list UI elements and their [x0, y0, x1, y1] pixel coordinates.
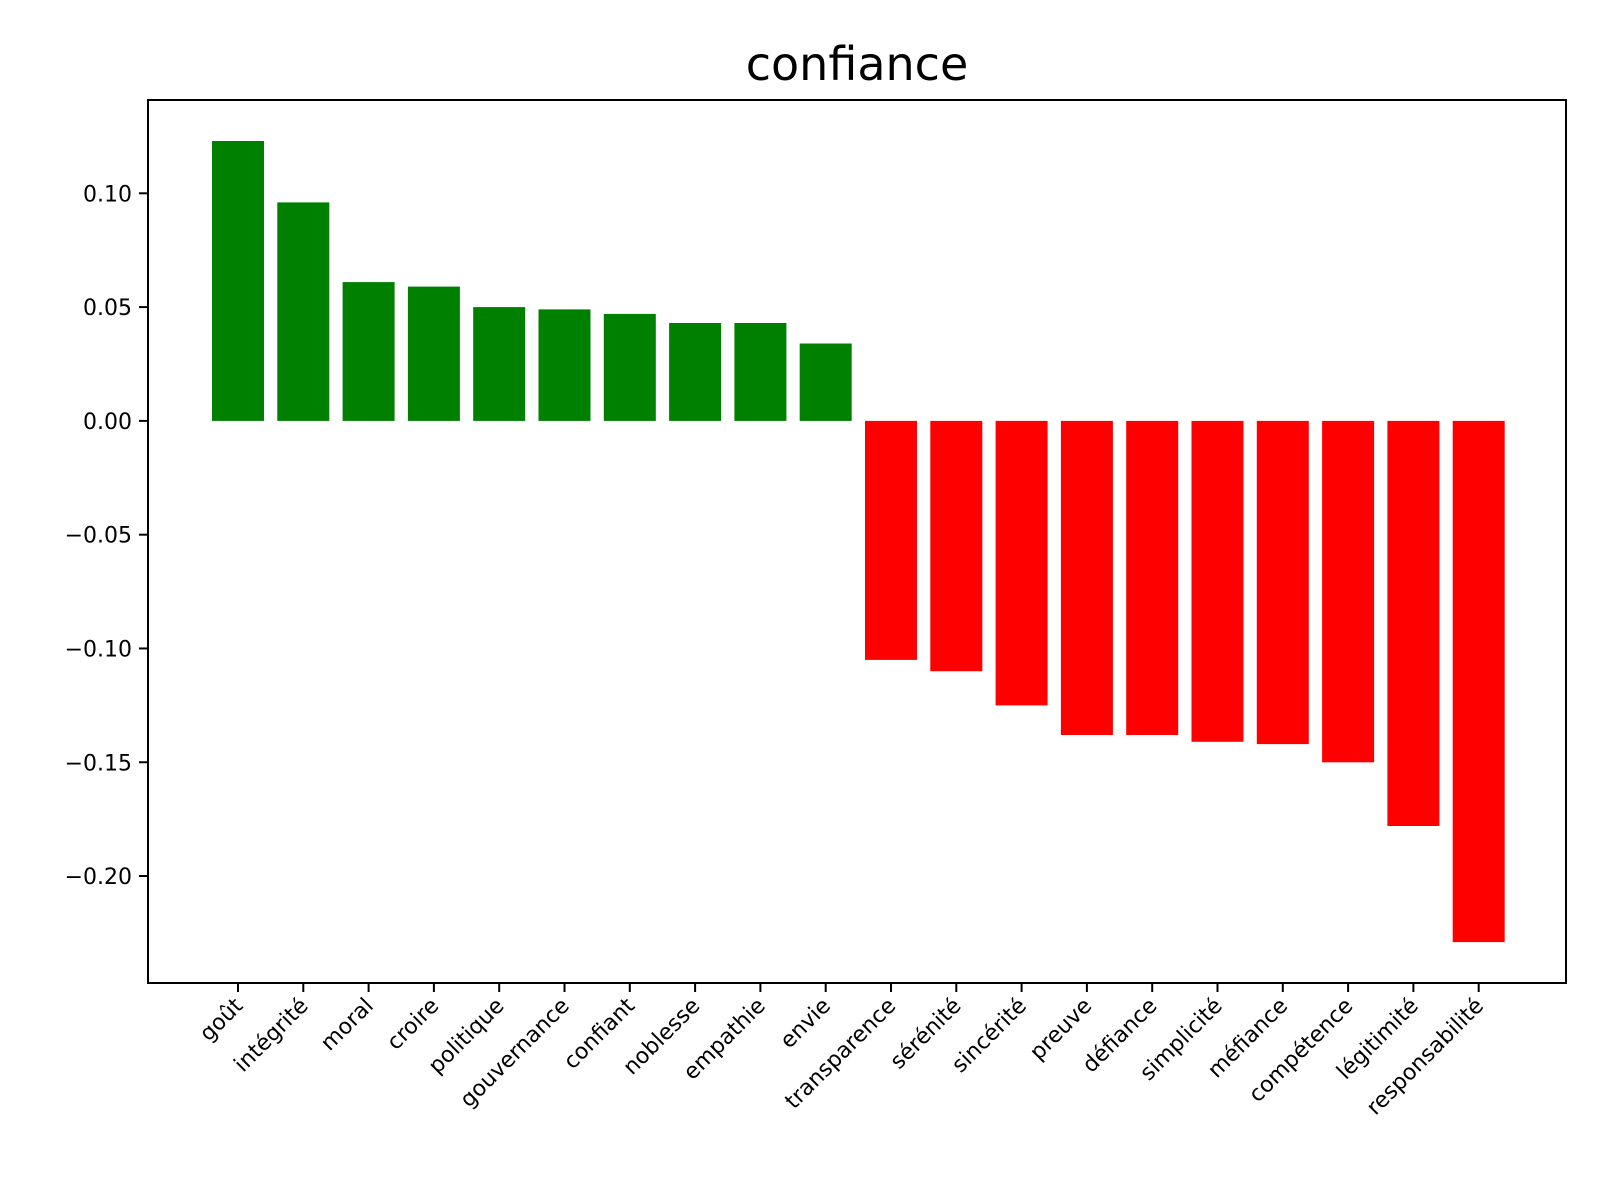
x-tick-label: croire: [382, 994, 444, 1056]
y-tick-label: 0.10: [83, 182, 132, 207]
bar-15: [1126, 420, 1179, 735]
bar-18: [1322, 420, 1375, 763]
bar-10: [799, 343, 852, 421]
bar-12: [930, 420, 983, 672]
bar-8: [669, 323, 722, 421]
bar-16: [1191, 420, 1244, 742]
bar-1: [212, 141, 264, 421]
y-tick-label: −0.15: [65, 751, 132, 776]
chart-title: confiance: [746, 37, 969, 91]
y-tick-label: 0.05: [83, 296, 132, 321]
bar-14: [1060, 420, 1113, 735]
bar-6: [538, 309, 591, 421]
x-tick-label: envie: [776, 994, 836, 1054]
y-tick-label: −0.20: [65, 865, 132, 890]
y-tick-label: −0.05: [65, 524, 132, 549]
y-axis: 0.10 0.05 0.00 −0.05 −0.10 −0.15 −0.20: [65, 182, 148, 890]
x-tick-label: transparence: [781, 994, 902, 1115]
x-tick-label: goût: [195, 993, 248, 1046]
bar-20: [1452, 420, 1505, 943]
bar-17: [1256, 420, 1309, 745]
bar-5: [473, 307, 526, 421]
bar-11: [865, 420, 917, 660]
x-tick-label: responsabilité: [1362, 994, 1489, 1121]
y-tick-label: −0.10: [65, 637, 132, 662]
x-tick-label: moral: [316, 994, 379, 1057]
bar-19: [1387, 420, 1440, 826]
bar-7: [603, 313, 656, 421]
bar-3: [342, 282, 395, 421]
bars: [212, 141, 1505, 943]
plot-frame: [147, 99, 1567, 984]
y-tick-label: 0.00: [83, 410, 132, 435]
bar-13: [995, 420, 1048, 706]
bar-4: [407, 286, 460, 421]
bar-9: [734, 323, 787, 421]
bar-2: [277, 202, 330, 421]
